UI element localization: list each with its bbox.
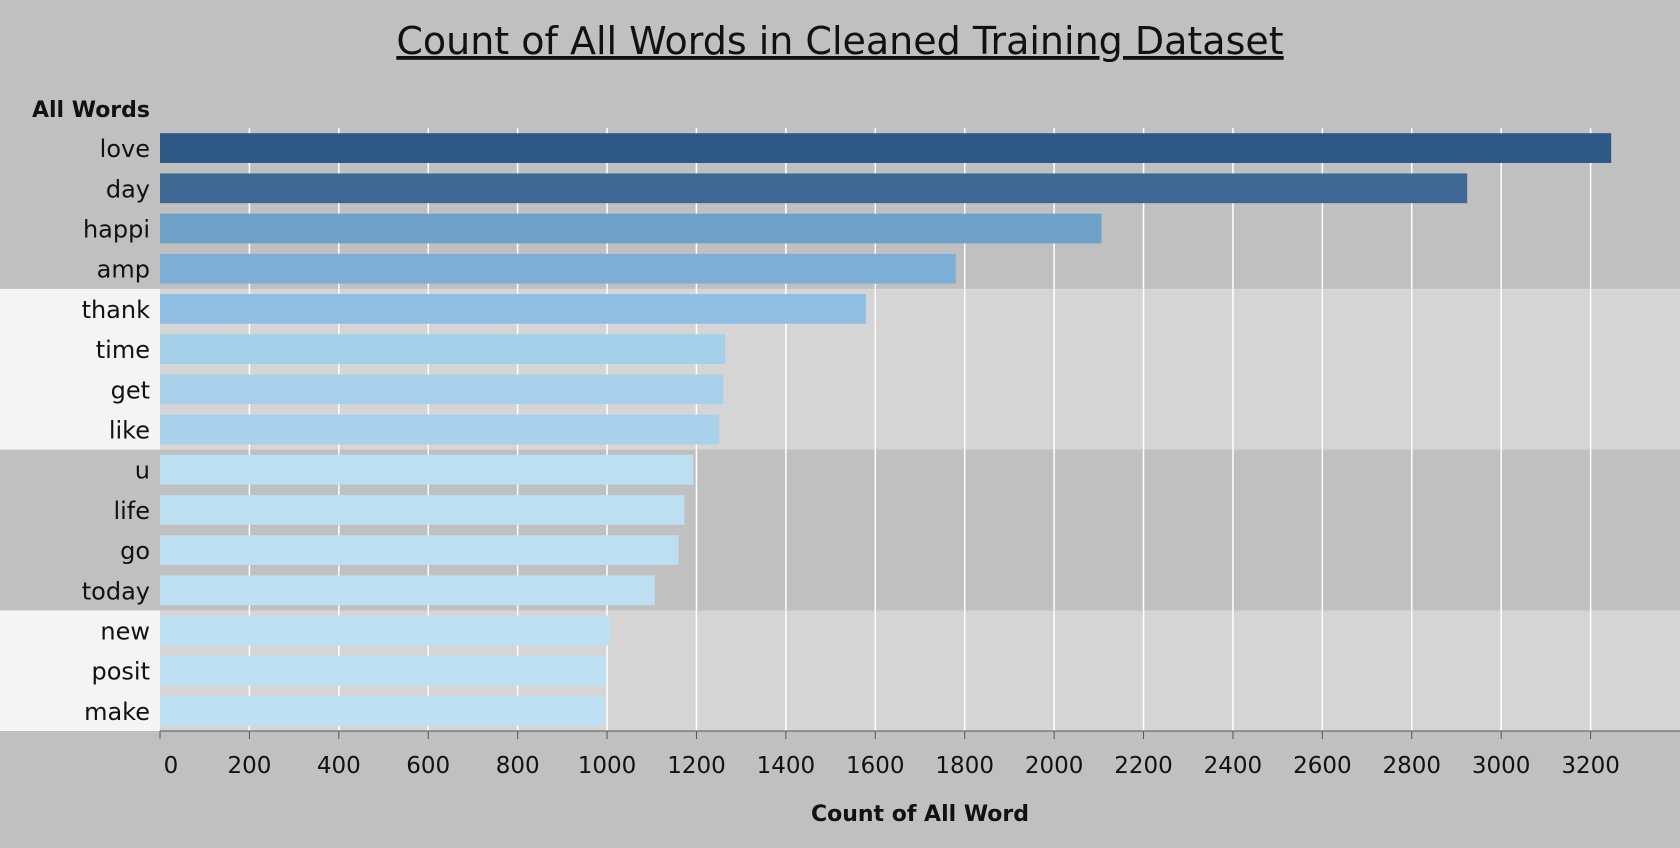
bar bbox=[160, 495, 685, 525]
bar bbox=[160, 615, 610, 646]
category-label: get bbox=[111, 376, 150, 404]
bar bbox=[160, 535, 679, 565]
category-label: like bbox=[109, 417, 150, 445]
bars bbox=[160, 133, 1612, 726]
bar bbox=[160, 253, 956, 284]
x-tick-label: 2200 bbox=[1114, 753, 1173, 779]
x-tick-label: 1000 bbox=[578, 753, 637, 779]
category-label: life bbox=[113, 497, 150, 525]
category-label: day bbox=[106, 175, 150, 203]
category-label: amp bbox=[97, 256, 150, 284]
y-axis-title: All Words bbox=[32, 98, 150, 123]
chart-title: Count of All Words in Cleaned Training D… bbox=[396, 19, 1283, 63]
x-tick-label: 600 bbox=[406, 753, 450, 779]
bar bbox=[160, 575, 655, 606]
x-axis: 0 200 400 600 800 1000 1200 1400 1600 1800 2000 220… bbox=[159, 730, 1680, 779]
x-tick-label: 1600 bbox=[846, 753, 905, 779]
bar bbox=[160, 374, 724, 405]
category-label: today bbox=[82, 577, 150, 605]
category-label: thank bbox=[82, 296, 151, 324]
x-tick-label: 0 bbox=[164, 753, 179, 779]
x-tick-label: 1800 bbox=[935, 753, 994, 779]
category-label: make bbox=[84, 698, 150, 726]
bar bbox=[160, 294, 866, 324]
bar bbox=[160, 414, 720, 445]
category-label: new bbox=[100, 618, 150, 646]
bar bbox=[160, 133, 1612, 163]
x-tick-label: 3200 bbox=[1561, 753, 1620, 779]
category-label: love bbox=[100, 135, 150, 163]
x-tick-label: 2600 bbox=[1293, 753, 1352, 779]
category-labels: love day happi amp thank time get like u life go to… bbox=[82, 135, 151, 726]
x-tick-label: 200 bbox=[227, 753, 271, 779]
category-label: u bbox=[135, 457, 150, 485]
x-tick-label: 3000 bbox=[1472, 753, 1531, 779]
category-label: posit bbox=[92, 658, 151, 686]
x-tick-label: 2800 bbox=[1382, 753, 1441, 779]
row-band-label bbox=[0, 610, 160, 731]
x-tick-label: 2400 bbox=[1204, 753, 1263, 779]
bar bbox=[160, 173, 1468, 204]
bar bbox=[160, 655, 607, 686]
x-tick-label: 2000 bbox=[1025, 753, 1084, 779]
x-axis-title: Count of All Word bbox=[811, 802, 1029, 827]
x-tick-label: 800 bbox=[496, 753, 540, 779]
x-tick-label: 1400 bbox=[757, 753, 816, 779]
bar bbox=[160, 213, 1102, 244]
x-tick-label: 1200 bbox=[667, 753, 726, 779]
category-label: happi bbox=[83, 216, 150, 244]
bar bbox=[160, 696, 606, 726]
category-label: time bbox=[96, 336, 150, 364]
row-band-label bbox=[0, 288, 160, 450]
x-tick-label: 400 bbox=[317, 753, 361, 779]
bar bbox=[160, 454, 694, 485]
category-label: go bbox=[120, 537, 150, 565]
bar bbox=[160, 334, 726, 364]
